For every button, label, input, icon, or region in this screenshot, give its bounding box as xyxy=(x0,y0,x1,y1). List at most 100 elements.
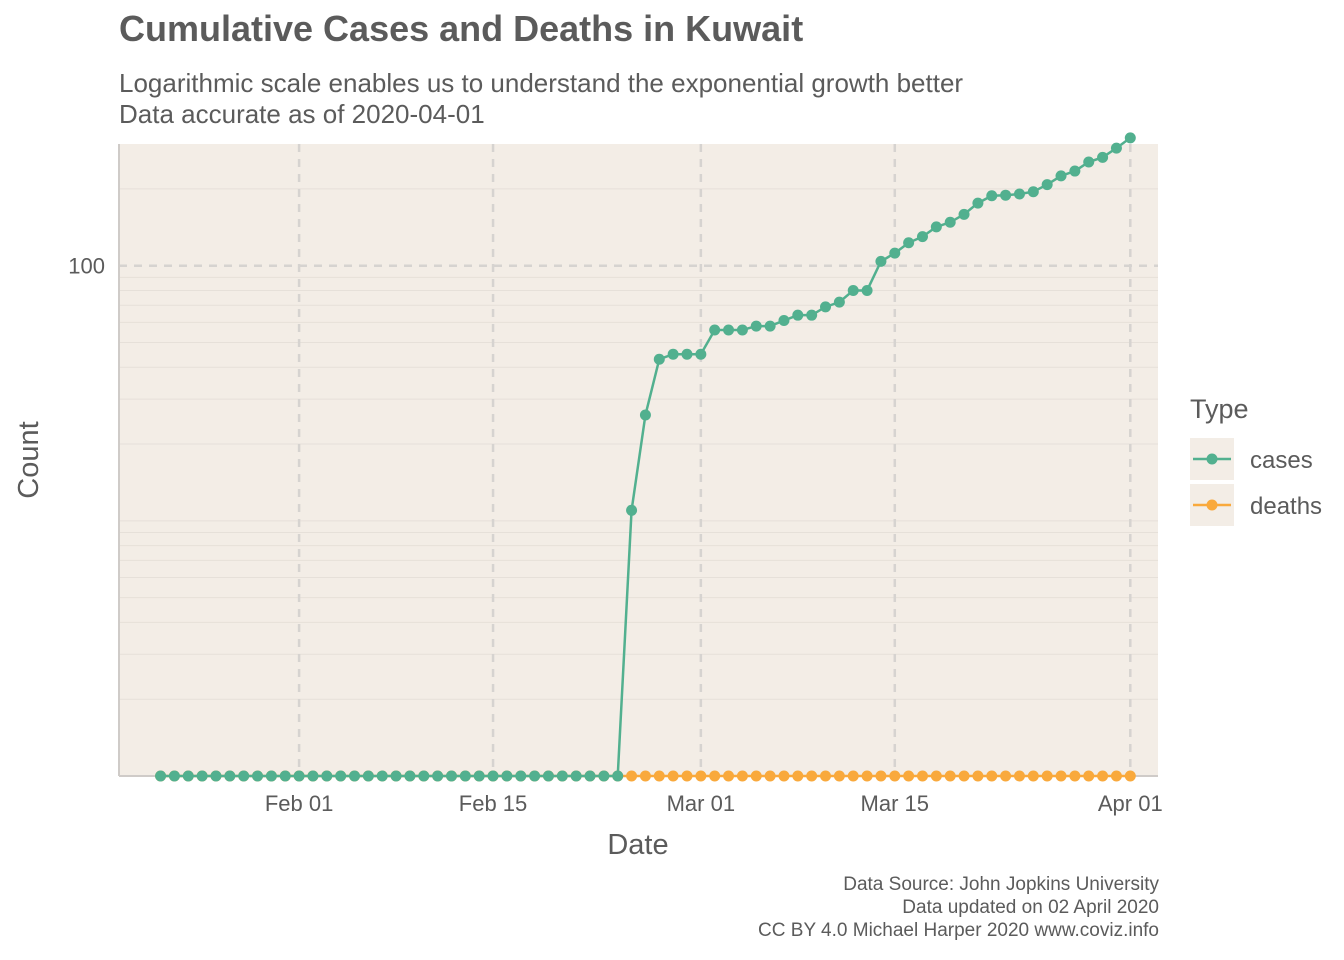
data-point-cases xyxy=(362,770,374,782)
data-point-deaths xyxy=(889,770,901,782)
data-point-cases xyxy=(598,770,610,782)
y-axis-ticks: 100 xyxy=(68,254,105,279)
x-tick-label: Mar 15 xyxy=(861,791,929,816)
data-point-cases xyxy=(1097,151,1109,163)
data-point-cases xyxy=(196,770,208,782)
data-point-deaths xyxy=(1013,770,1025,782)
caption-line: Data updated on 02 April 2020 xyxy=(902,897,1159,918)
data-point-deaths xyxy=(916,770,928,782)
legend-item-cases: cases xyxy=(1190,438,1313,480)
x-tick-label: Feb 15 xyxy=(459,791,528,816)
data-point-deaths xyxy=(903,770,915,782)
data-point-deaths xyxy=(764,770,776,782)
chart-subtitle: Logarithmic scale enables us to understa… xyxy=(119,68,963,130)
data-point-cases xyxy=(709,324,721,336)
data-point-cases xyxy=(556,770,568,782)
y-tick-label: 100 xyxy=(68,254,105,279)
x-axis-label: Date xyxy=(607,829,668,861)
x-axis-ticks: Feb 01 Feb 15 Mar 01 Mar 15 Apr 01 xyxy=(265,791,1163,816)
data-point-cases xyxy=(1041,179,1053,191)
data-point-deaths xyxy=(986,770,998,782)
legend-label: deaths xyxy=(1250,493,1322,520)
caption: Data Source: John Jopkins University Dat… xyxy=(758,873,1159,942)
data-point-cases xyxy=(390,770,402,782)
data-point-cases xyxy=(1124,132,1136,144)
data-point-cases xyxy=(916,231,928,243)
series-layer xyxy=(155,132,1136,782)
data-point-deaths xyxy=(639,770,651,782)
data-point-cases xyxy=(584,770,596,782)
data-point-cases xyxy=(1027,186,1039,198)
series-cases xyxy=(155,132,1136,782)
data-point-cases xyxy=(487,770,499,782)
data-point-cases xyxy=(986,190,998,202)
data-point-cases xyxy=(639,409,651,421)
data-point-cases xyxy=(1055,170,1067,182)
data-point-cases xyxy=(376,770,388,782)
subtitle-line: Logarithmic scale enables us to understa… xyxy=(119,68,964,98)
data-point-cases xyxy=(750,320,762,332)
x-tick-label: Apr 01 xyxy=(1098,791,1163,816)
data-point-cases xyxy=(238,770,250,782)
data-point-cases xyxy=(279,770,291,782)
data-point-cases xyxy=(875,255,887,267)
data-point-cases xyxy=(1000,189,1012,201)
caption-line: Data Source: John Jopkins University xyxy=(843,874,1159,895)
data-point-cases xyxy=(473,770,485,782)
data-point-deaths xyxy=(1083,770,1095,782)
data-point-cases xyxy=(806,309,818,321)
x-tick-label: Mar 01 xyxy=(667,791,735,816)
data-point-cases xyxy=(958,208,970,220)
data-point-cases xyxy=(723,324,735,336)
data-point-deaths xyxy=(1124,770,1136,782)
data-point-deaths xyxy=(1000,770,1012,782)
data-point-cases xyxy=(252,770,264,782)
data-point-deaths xyxy=(695,770,707,782)
data-point-cases xyxy=(847,284,859,296)
data-point-cases xyxy=(833,296,845,308)
data-point-cases xyxy=(445,770,457,782)
data-point-cases xyxy=(404,770,416,782)
subtitle-line: Data accurate as of 2020-04-01 xyxy=(119,99,485,129)
data-point-cases xyxy=(501,770,513,782)
data-point-deaths xyxy=(1069,770,1081,782)
data-point-cases xyxy=(1083,156,1095,168)
data-point-deaths xyxy=(750,770,762,782)
legend-key-point xyxy=(1206,499,1218,511)
data-point-cases xyxy=(529,770,541,782)
legend-label: cases xyxy=(1250,447,1313,474)
data-point-deaths xyxy=(1110,770,1122,782)
data-point-cases xyxy=(820,301,832,313)
data-point-cases xyxy=(155,770,167,782)
data-point-cases xyxy=(293,770,305,782)
data-point-deaths xyxy=(626,770,638,782)
data-point-deaths xyxy=(972,770,984,782)
data-point-cases xyxy=(792,309,804,321)
data-point-deaths xyxy=(1055,770,1067,782)
data-point-deaths xyxy=(861,770,873,782)
data-point-cases xyxy=(349,770,361,782)
data-point-cases xyxy=(612,770,624,782)
data-point-cases xyxy=(168,770,180,782)
data-point-cases xyxy=(972,197,984,209)
legend: Type cases deaths xyxy=(1190,394,1322,526)
data-point-cases xyxy=(681,348,693,360)
data-point-cases xyxy=(570,770,582,782)
data-point-deaths xyxy=(875,770,887,782)
data-point-cases xyxy=(418,770,430,782)
data-point-cases xyxy=(764,320,776,332)
data-point-deaths xyxy=(1027,770,1039,782)
data-point-cases xyxy=(515,770,527,782)
data-point-deaths xyxy=(958,770,970,782)
data-point-deaths xyxy=(833,770,845,782)
data-point-cases xyxy=(1069,165,1081,177)
data-point-deaths xyxy=(778,770,790,782)
data-point-cases xyxy=(903,237,915,249)
data-point-deaths xyxy=(667,770,679,782)
data-point-deaths xyxy=(944,770,956,782)
data-point-cases xyxy=(626,504,638,516)
data-point-cases xyxy=(695,348,707,360)
data-point-cases xyxy=(307,770,319,782)
data-point-cases xyxy=(736,324,748,336)
